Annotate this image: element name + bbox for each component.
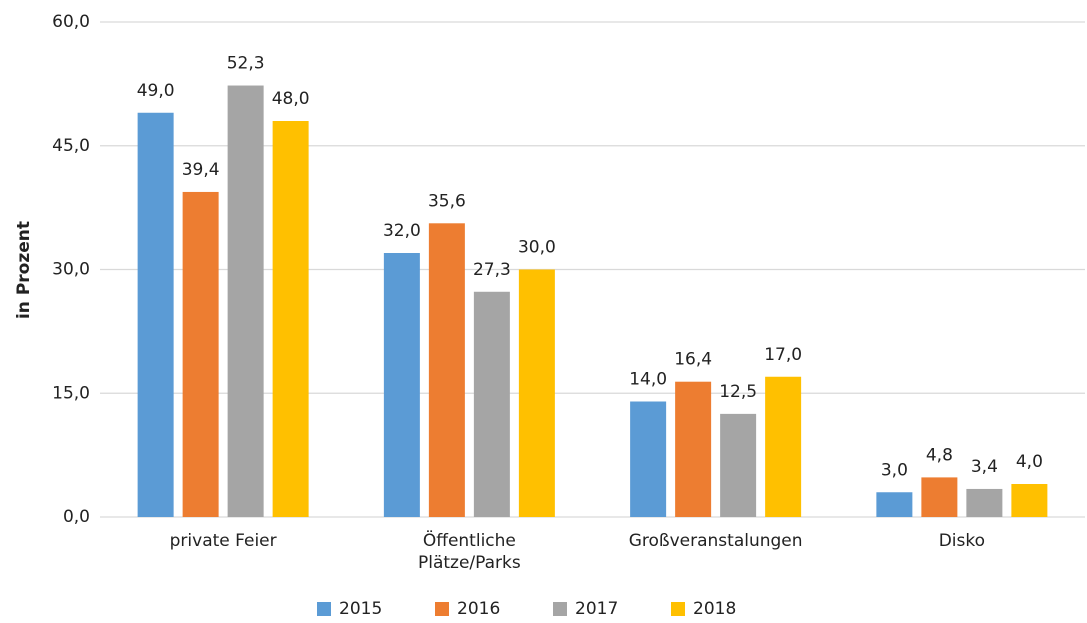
- bar: [966, 488, 1003, 517]
- data-label: 49,0: [137, 81, 175, 101]
- y-tick-label: 30,0: [52, 260, 90, 280]
- x-tick-label: Großveranstalungen: [628, 531, 803, 551]
- data-label: 17,0: [764, 345, 802, 365]
- legend-label: 2016: [457, 599, 500, 619]
- bar: [518, 269, 555, 517]
- bar: [630, 401, 667, 517]
- bar: [765, 376, 802, 517]
- data-label: 48,0: [272, 89, 310, 109]
- bar: [1011, 484, 1048, 517]
- bar: [720, 413, 757, 517]
- data-label: 16,4: [674, 350, 712, 370]
- data-label: 35,6: [428, 191, 466, 211]
- data-label: 39,4: [182, 160, 220, 180]
- bar: [675, 381, 712, 517]
- data-label: 32,0: [383, 221, 421, 241]
- data-label: 4,8: [926, 445, 953, 465]
- bar: [227, 85, 264, 518]
- x-tick-label: private Feier: [169, 531, 277, 551]
- data-label: 27,3: [473, 260, 511, 280]
- bar: [921, 477, 958, 517]
- data-label: 30,0: [518, 238, 556, 258]
- data-label: 4,0: [1016, 452, 1043, 472]
- legend-swatch: [553, 602, 567, 616]
- y-tick-label: 0,0: [63, 507, 90, 527]
- x-tick-label: Öffentliche Plätze/Parks: [417, 531, 521, 573]
- bar: [182, 191, 219, 517]
- y-tick-label: 45,0: [52, 136, 90, 156]
- y-tick-label: 60,0: [52, 12, 90, 32]
- data-label: 14,0: [629, 370, 667, 390]
- x-tick-label: Disko: [938, 531, 986, 551]
- y-tick-label: 15,0: [52, 383, 90, 403]
- legend-label: 2017: [575, 599, 618, 619]
- y-axis-label: in Prozent: [14, 221, 34, 319]
- bar: [428, 223, 465, 518]
- legend-swatch: [435, 602, 449, 616]
- bar: [272, 121, 309, 517]
- data-label: 12,5: [719, 382, 757, 402]
- bar: [383, 253, 420, 517]
- legend-swatch: [317, 602, 331, 616]
- legend-swatch: [671, 602, 685, 616]
- data-label: 52,3: [227, 54, 265, 74]
- bar: [137, 112, 174, 517]
- bar: [876, 492, 913, 517]
- data-label: 3,4: [971, 457, 998, 477]
- data-label: 3,0: [881, 460, 908, 480]
- legend-label: 2015: [339, 599, 382, 619]
- legend-label: 2018: [693, 599, 736, 619]
- bar: [473, 291, 510, 517]
